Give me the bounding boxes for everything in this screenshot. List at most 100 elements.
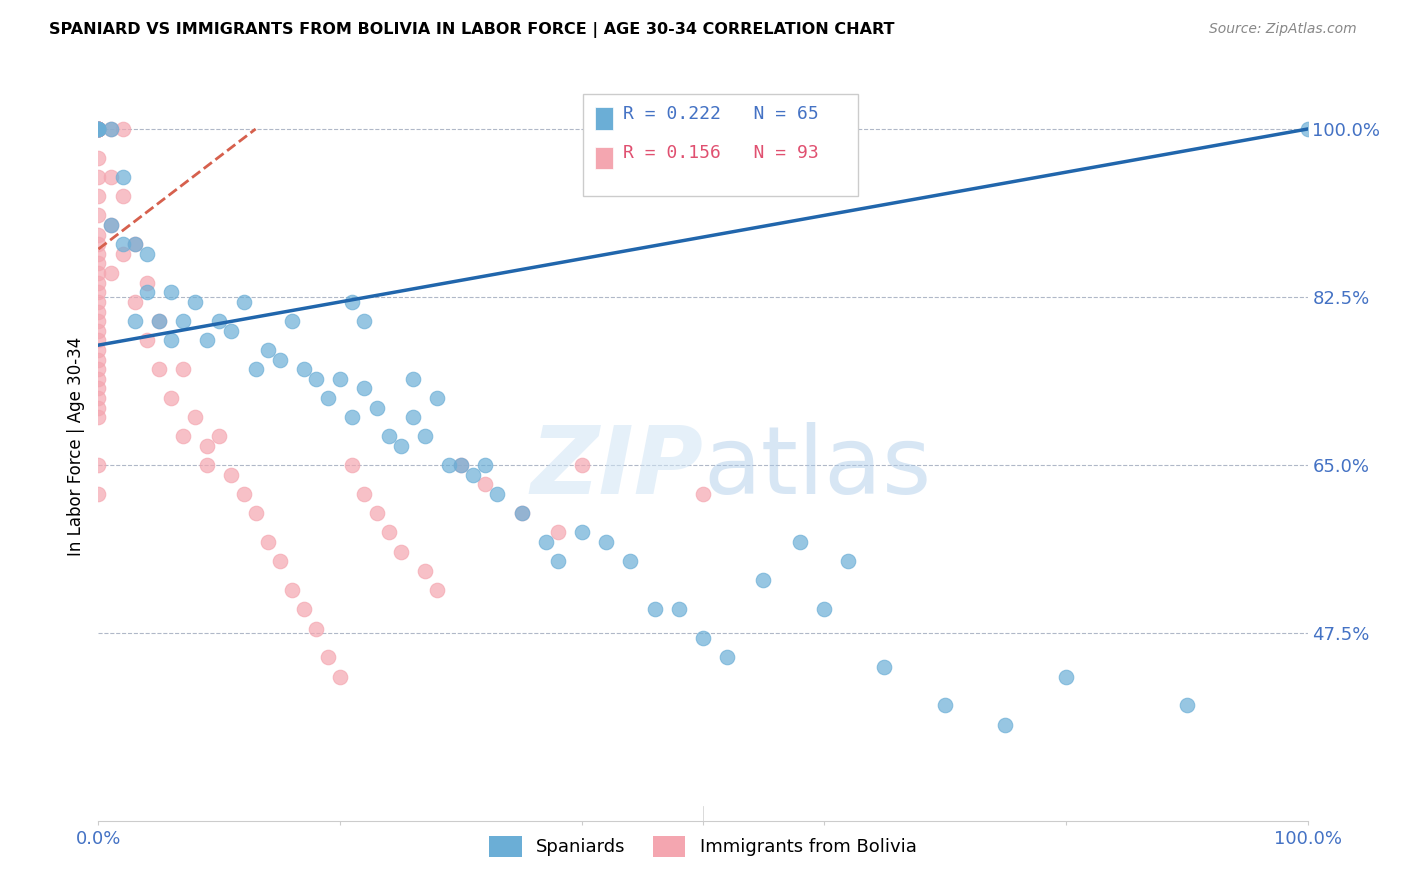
Legend: Spaniards, Immigrants from Bolivia: Spaniards, Immigrants from Bolivia: [482, 829, 924, 864]
Point: [366, 401, 388, 415]
Text: atlas: atlas: [703, 423, 931, 515]
Point: [789, 535, 811, 549]
Point: [87, 410, 110, 425]
Point: [87, 122, 110, 136]
Point: [172, 429, 194, 443]
Point: [87, 122, 110, 136]
Point: [87, 122, 110, 136]
Point: [208, 429, 231, 443]
Point: [87, 122, 110, 136]
Point: [305, 372, 328, 386]
Point: [534, 535, 557, 549]
Point: [87, 256, 110, 270]
Point: [437, 458, 460, 473]
Point: [305, 622, 328, 636]
Point: [813, 602, 835, 616]
Point: [692, 487, 714, 501]
Point: [752, 574, 775, 588]
Point: [413, 429, 436, 443]
Point: [87, 237, 110, 252]
Point: [87, 122, 110, 136]
Point: [135, 247, 157, 261]
Point: [172, 362, 194, 376]
Point: [292, 602, 315, 616]
Point: [111, 237, 134, 252]
Point: [87, 285, 110, 300]
Point: [172, 314, 194, 328]
Point: [486, 487, 509, 501]
Point: [87, 122, 110, 136]
Point: [353, 314, 375, 328]
Point: [87, 122, 110, 136]
Point: [474, 477, 496, 491]
Point: [135, 334, 157, 348]
Point: [87, 227, 110, 242]
Point: [87, 276, 110, 290]
Text: R = 0.222   N = 65: R = 0.222 N = 65: [623, 105, 818, 123]
Point: [100, 218, 122, 232]
Point: [148, 362, 170, 376]
Point: [135, 276, 157, 290]
Point: [87, 122, 110, 136]
Point: [87, 122, 110, 136]
Point: [571, 458, 593, 473]
Y-axis label: In Labor Force | Age 30-34: In Labor Force | Age 30-34: [66, 336, 84, 556]
Text: ZIP: ZIP: [530, 423, 703, 515]
Point: [87, 122, 110, 136]
Point: [377, 525, 399, 540]
Point: [377, 429, 399, 443]
Point: [329, 372, 352, 386]
Point: [124, 237, 146, 252]
Point: [342, 410, 364, 425]
Point: [87, 266, 110, 280]
Point: [100, 266, 122, 280]
Point: [87, 343, 110, 357]
Point: [184, 294, 207, 309]
Point: [316, 391, 339, 405]
Point: [426, 583, 449, 598]
Point: [87, 401, 110, 415]
Point: [342, 294, 364, 309]
Point: [148, 314, 170, 328]
Point: [510, 506, 533, 520]
Point: [124, 314, 146, 328]
Point: [87, 324, 110, 338]
Point: [221, 467, 243, 482]
Point: [245, 506, 267, 520]
Point: [547, 525, 569, 540]
Point: [292, 362, 315, 376]
Point: [510, 506, 533, 520]
Point: [87, 362, 110, 376]
Point: [195, 458, 218, 473]
Point: [547, 554, 569, 568]
Point: [353, 487, 375, 501]
Point: [389, 544, 412, 558]
Point: [87, 189, 110, 203]
Text: Source: ZipAtlas.com: Source: ZipAtlas.com: [1209, 22, 1357, 37]
Point: [87, 381, 110, 395]
Point: [87, 122, 110, 136]
Point: [994, 717, 1017, 731]
Point: [87, 122, 110, 136]
Point: [87, 122, 110, 136]
Point: [1054, 669, 1077, 683]
Point: [87, 122, 110, 136]
Point: [87, 247, 110, 261]
Point: [87, 209, 110, 223]
Point: [111, 189, 134, 203]
Point: [1175, 698, 1198, 713]
Point: [402, 372, 425, 386]
Point: [195, 334, 218, 348]
Point: [87, 151, 110, 165]
Point: [160, 334, 183, 348]
Point: [232, 294, 254, 309]
Point: [87, 458, 110, 473]
Point: [87, 487, 110, 501]
Point: [100, 122, 122, 136]
Point: [135, 285, 157, 300]
Point: [111, 247, 134, 261]
Point: [100, 218, 122, 232]
Text: R = 0.156   N = 93: R = 0.156 N = 93: [623, 145, 818, 162]
Point: [87, 334, 110, 348]
Point: [342, 458, 364, 473]
